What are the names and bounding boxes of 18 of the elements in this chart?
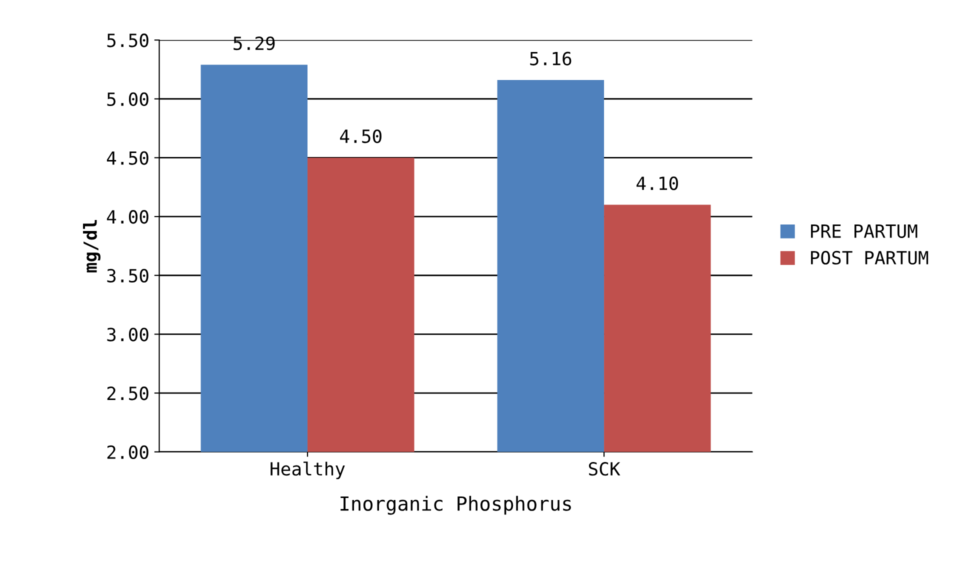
y-tick-label: 3.50 — [107, 268, 148, 283]
data-label: 5.29 — [234, 36, 275, 50]
y-tick-label: 2.00 — [107, 445, 148, 460]
x-tick-label: SCK — [588, 462, 620, 476]
x-tick-label: Healthy — [270, 462, 345, 480]
y-axis-title: mg/dl — [83, 220, 100, 272]
legend-label: POST PARTUM — [811, 250, 928, 265]
y-tick-label: 4.50 — [106, 151, 148, 165]
y-tick-label: 5.00 — [107, 92, 148, 106]
x-axis-title: Inorganic Phosphorus — [340, 496, 571, 515]
y-tick-label: 4.00 — [106, 210, 148, 224]
y-tick-label: 5.50 — [107, 34, 148, 48]
data-label: 4.10 — [636, 176, 678, 190]
legend-label: PRE PARTUM — [811, 224, 918, 238]
y-tick-label: 3.00 — [107, 328, 148, 342]
data-label: 5.16 — [530, 52, 572, 66]
data-label: 4.50 — [340, 129, 382, 144]
y-tick-label: 2.50 — [107, 386, 148, 400]
